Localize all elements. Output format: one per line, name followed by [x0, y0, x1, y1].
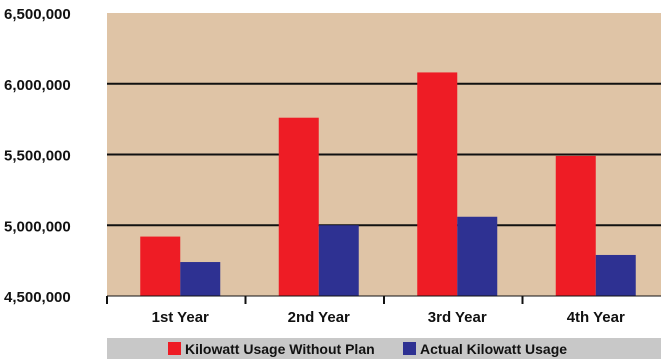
legend: Kilowatt Usage Without Plan Actual Kilowa…	[107, 338, 661, 359]
y-tick-label: 5,500,000	[4, 148, 71, 165]
bar-without-plan-3	[417, 72, 458, 297]
x-tick-label: 1st Year	[152, 309, 209, 326]
legend-label: Actual Kilowatt Usage	[420, 341, 567, 357]
bars	[140, 72, 636, 297]
y-tick-label: 4,500,000	[4, 289, 71, 306]
x-tick-label: 2nd Year	[288, 309, 350, 326]
bar-actual-3	[457, 216, 498, 296]
legend-swatch	[403, 342, 416, 355]
legend-background	[107, 338, 661, 359]
bar-without-plan-2	[278, 117, 319, 297]
bar-actual-1	[180, 262, 221, 296]
bar-actual-2	[318, 225, 359, 296]
x-tick-label: 4th Year	[567, 309, 625, 326]
bar-without-plan-4	[555, 155, 596, 296]
legend-swatch	[168, 342, 181, 355]
legend-label: Kilowatt Usage Without Plan	[185, 341, 375, 357]
y-tick-label: 5,000,000	[4, 218, 71, 235]
y-tick-label: 6,500,000	[4, 6, 71, 23]
x-axis: 1st Year 2nd Year 3rd Year 4th Year	[106, 295, 661, 326]
y-tick-label: 6,000,000	[4, 77, 71, 94]
bar-actual-4	[595, 254, 636, 296]
bar-without-plan-1	[140, 236, 181, 296]
x-tick-label: 3rd Year	[428, 309, 487, 326]
y-axis-tick-labels: 4,500,000 5,000,000 5,500,000 6,000,000 6,50…	[4, 6, 71, 306]
